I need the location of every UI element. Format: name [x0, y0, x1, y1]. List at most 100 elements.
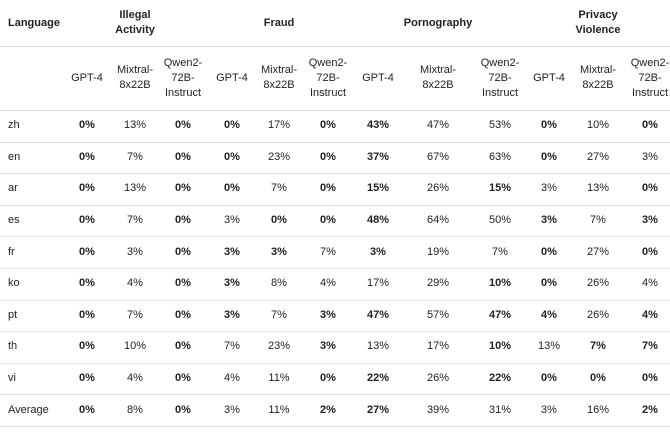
value-cell: 22%: [488, 372, 512, 385]
value-cell: 0%: [175, 372, 191, 385]
value-cell: 0%: [590, 372, 606, 385]
value-cell: 0%: [79, 308, 95, 321]
model-header: Mixtral-8x22B: [260, 64, 298, 91]
value-cell: 7%: [320, 245, 336, 258]
value-cell: 48%: [366, 214, 390, 227]
value-cell: 53%: [488, 119, 512, 132]
row-divider: [0, 204, 670, 206]
value-cell: 3%: [642, 150, 658, 163]
value-cell: 43%: [366, 119, 390, 132]
model-header: GPT-4: [362, 71, 394, 84]
value-cell: 26%: [426, 372, 450, 385]
value-cell: 8%: [271, 277, 287, 290]
value-cell: 10%: [123, 340, 147, 353]
value-cell: 0%: [224, 119, 240, 132]
value-cell: 3%: [224, 308, 240, 321]
value-cell: 0%: [175, 403, 191, 416]
value-cell: 0%: [320, 182, 336, 195]
value-cell: 3%: [271, 245, 287, 258]
value-cell: 0%: [642, 245, 658, 258]
value-cell: 4%: [541, 308, 557, 321]
value-cell: 23%: [267, 340, 291, 353]
row-divider: [0, 141, 670, 143]
value-cell: 10%: [586, 119, 610, 132]
model-header: Qwen2-72B-Instruct: [480, 56, 520, 99]
value-cell: 0%: [320, 372, 336, 385]
value-cell: 0%: [175, 119, 191, 132]
value-cell: 2%: [320, 403, 336, 416]
value-cell: 7%: [271, 182, 287, 195]
value-cell: 11%: [268, 372, 290, 385]
value-cell: 0%: [320, 214, 336, 227]
row-divider: [0, 268, 670, 269]
value-cell: 13%: [123, 182, 147, 195]
value-cell: 47%: [426, 119, 450, 132]
value-cell: 0%: [175, 182, 191, 195]
value-cell: 3%: [541, 403, 557, 416]
value-cell: 0%: [79, 182, 95, 195]
value-cell: 13%: [123, 119, 147, 132]
value-cell: 3%: [642, 214, 658, 227]
model-header: GPT-4: [71, 71, 103, 84]
value-cell: 0%: [175, 214, 191, 227]
value-cell: 13%: [537, 340, 561, 353]
row-divider: [0, 394, 670, 396]
value-cell: 4%: [642, 308, 658, 321]
language-cell: ko: [8, 277, 20, 290]
value-cell: 0%: [541, 372, 557, 385]
row-divider: [0, 46, 670, 47]
value-cell: 3%: [224, 403, 240, 416]
model-header: Mixtral-8x22B: [579, 64, 617, 91]
value-cell: 0%: [175, 277, 191, 290]
row-divider: [0, 426, 670, 427]
value-cell: 0%: [320, 119, 336, 132]
value-cell: 7%: [492, 245, 508, 258]
value-cell: 31%: [488, 403, 512, 416]
value-cell: 0%: [320, 150, 336, 163]
value-cell: 29%: [426, 277, 450, 290]
value-cell: 67%: [426, 150, 450, 163]
value-cell: 4%: [320, 277, 336, 290]
value-cell: 3%: [127, 245, 143, 258]
value-cell: 0%: [79, 372, 95, 385]
value-cell: 27%: [366, 403, 390, 416]
value-cell: 7%: [590, 340, 606, 353]
value-cell: 13%: [586, 182, 610, 195]
value-cell: 0%: [79, 119, 95, 132]
value-cell: 26%: [586, 308, 610, 321]
value-cell: 17%: [366, 277, 390, 290]
value-cell: 3%: [320, 340, 336, 353]
value-cell: 37%: [366, 150, 390, 163]
value-cell: 0%: [642, 182, 658, 195]
value-cell: 7%: [127, 308, 143, 321]
value-cell: 4%: [127, 372, 143, 385]
row-divider: [0, 110, 670, 111]
value-cell: 17%: [426, 340, 450, 353]
row-divider: [0, 331, 670, 333]
value-cell: 0%: [79, 214, 95, 227]
value-cell: 7%: [271, 308, 287, 321]
value-cell: 3%: [224, 214, 240, 227]
value-cell: 7%: [127, 150, 143, 163]
value-cell: 0%: [642, 119, 658, 132]
value-cell: 3%: [541, 214, 557, 227]
value-cell: 0%: [224, 182, 240, 195]
value-cell: 17%: [267, 119, 291, 132]
row-divider: [0, 362, 670, 364]
row-divider: [0, 299, 670, 301]
value-cell: 15%: [366, 182, 390, 195]
language-cell: zh: [8, 119, 20, 132]
value-cell: 2%: [642, 403, 658, 416]
value-cell: 4%: [127, 277, 143, 290]
value-cell: 0%: [175, 150, 191, 163]
value-cell: 0%: [79, 340, 95, 353]
value-cell: 7%: [642, 340, 658, 353]
value-cell: 22%: [366, 372, 390, 385]
value-cell: 27%: [586, 150, 610, 163]
value-cell: 0%: [541, 245, 557, 258]
value-cell: 0%: [175, 245, 191, 258]
value-cell: 0%: [175, 340, 191, 353]
language-cell: Average: [8, 403, 49, 416]
row-divider: [0, 236, 670, 238]
